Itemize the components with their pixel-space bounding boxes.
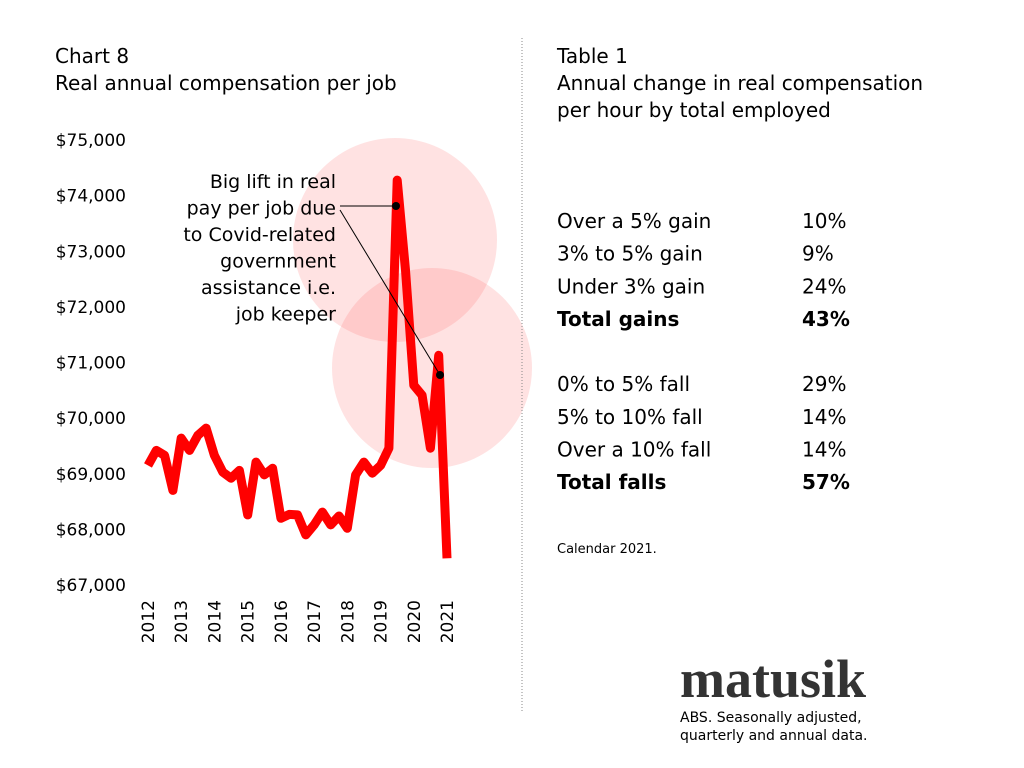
table-label: Under 3% gain xyxy=(557,274,705,298)
table-label: 0% to 5% fall xyxy=(557,372,690,396)
table-value: 10% xyxy=(802,209,846,233)
table-total-label: Total falls xyxy=(557,470,666,494)
logo: matusik xyxy=(680,649,866,709)
chart-title: Chart 8 xyxy=(55,44,129,68)
x-tick-label: 2016 xyxy=(272,600,292,643)
chart-subtitle: Real annual compensation per job xyxy=(55,71,397,95)
annotation: assistance i.e. xyxy=(201,277,336,299)
annotation-dot xyxy=(436,371,444,379)
x-tick-label: 2013 xyxy=(172,600,192,643)
y-tick-label: $74,000 xyxy=(56,187,126,207)
y-tick-label: $73,000 xyxy=(56,242,126,262)
y-tick-label: $70,000 xyxy=(56,409,126,429)
table-value: 9% xyxy=(802,242,834,266)
table-value: 29% xyxy=(802,372,846,396)
x-tick-label: 2014 xyxy=(205,600,225,643)
source: quarterly and annual data. xyxy=(680,728,867,744)
x-tick-label: 2018 xyxy=(338,600,358,643)
table-value: 24% xyxy=(802,274,846,298)
y-tick-label: $71,000 xyxy=(56,354,126,374)
table-total-value: 57% xyxy=(802,470,850,494)
table-label: Over a 10% fall xyxy=(557,438,711,462)
annotation: job keeper xyxy=(235,304,336,326)
source: ABS. Seasonally adjusted, xyxy=(680,710,862,726)
annotation: pay per job due xyxy=(187,198,336,220)
y-tick-label: $72,000 xyxy=(56,298,126,318)
highlight-circle xyxy=(332,268,532,468)
table-total-label: Total gains xyxy=(557,307,679,331)
annotation: to Covid-related xyxy=(183,224,336,246)
annotation: Big lift in real xyxy=(210,171,336,193)
table-total-value: 43% xyxy=(802,307,850,331)
table-label: 5% to 10% fall xyxy=(557,405,703,429)
table-title: Table 1 xyxy=(556,44,628,68)
y-tick-label: $75,000 xyxy=(56,131,126,151)
x-tick-label: 2020 xyxy=(405,600,425,643)
table-label: 3% to 5% gain xyxy=(557,242,703,266)
y-tick-label: $68,000 xyxy=(56,520,126,540)
table-subtitle: Annual change in real compensation xyxy=(557,71,923,95)
table-note: Calendar 2021. xyxy=(557,542,657,557)
annotation: government xyxy=(220,251,336,273)
y-tick-label: $67,000 xyxy=(56,576,126,596)
x-tick-label: 2015 xyxy=(239,600,259,643)
table-subtitle: per hour by total employed xyxy=(557,98,831,122)
x-tick-label: 2017 xyxy=(305,600,325,643)
table-label: Over a 5% gain xyxy=(557,209,711,233)
annotation-arrow xyxy=(339,209,441,376)
table-value: 14% xyxy=(802,405,846,429)
table-value: 14% xyxy=(802,438,846,462)
annotation-dot xyxy=(392,202,400,210)
x-tick-label: 2021 xyxy=(438,600,458,643)
data-line xyxy=(144,175,452,559)
x-tick-label: 2019 xyxy=(372,600,392,643)
y-tick-label: $69,000 xyxy=(56,465,126,485)
x-tick-label: 2012 xyxy=(139,600,159,643)
